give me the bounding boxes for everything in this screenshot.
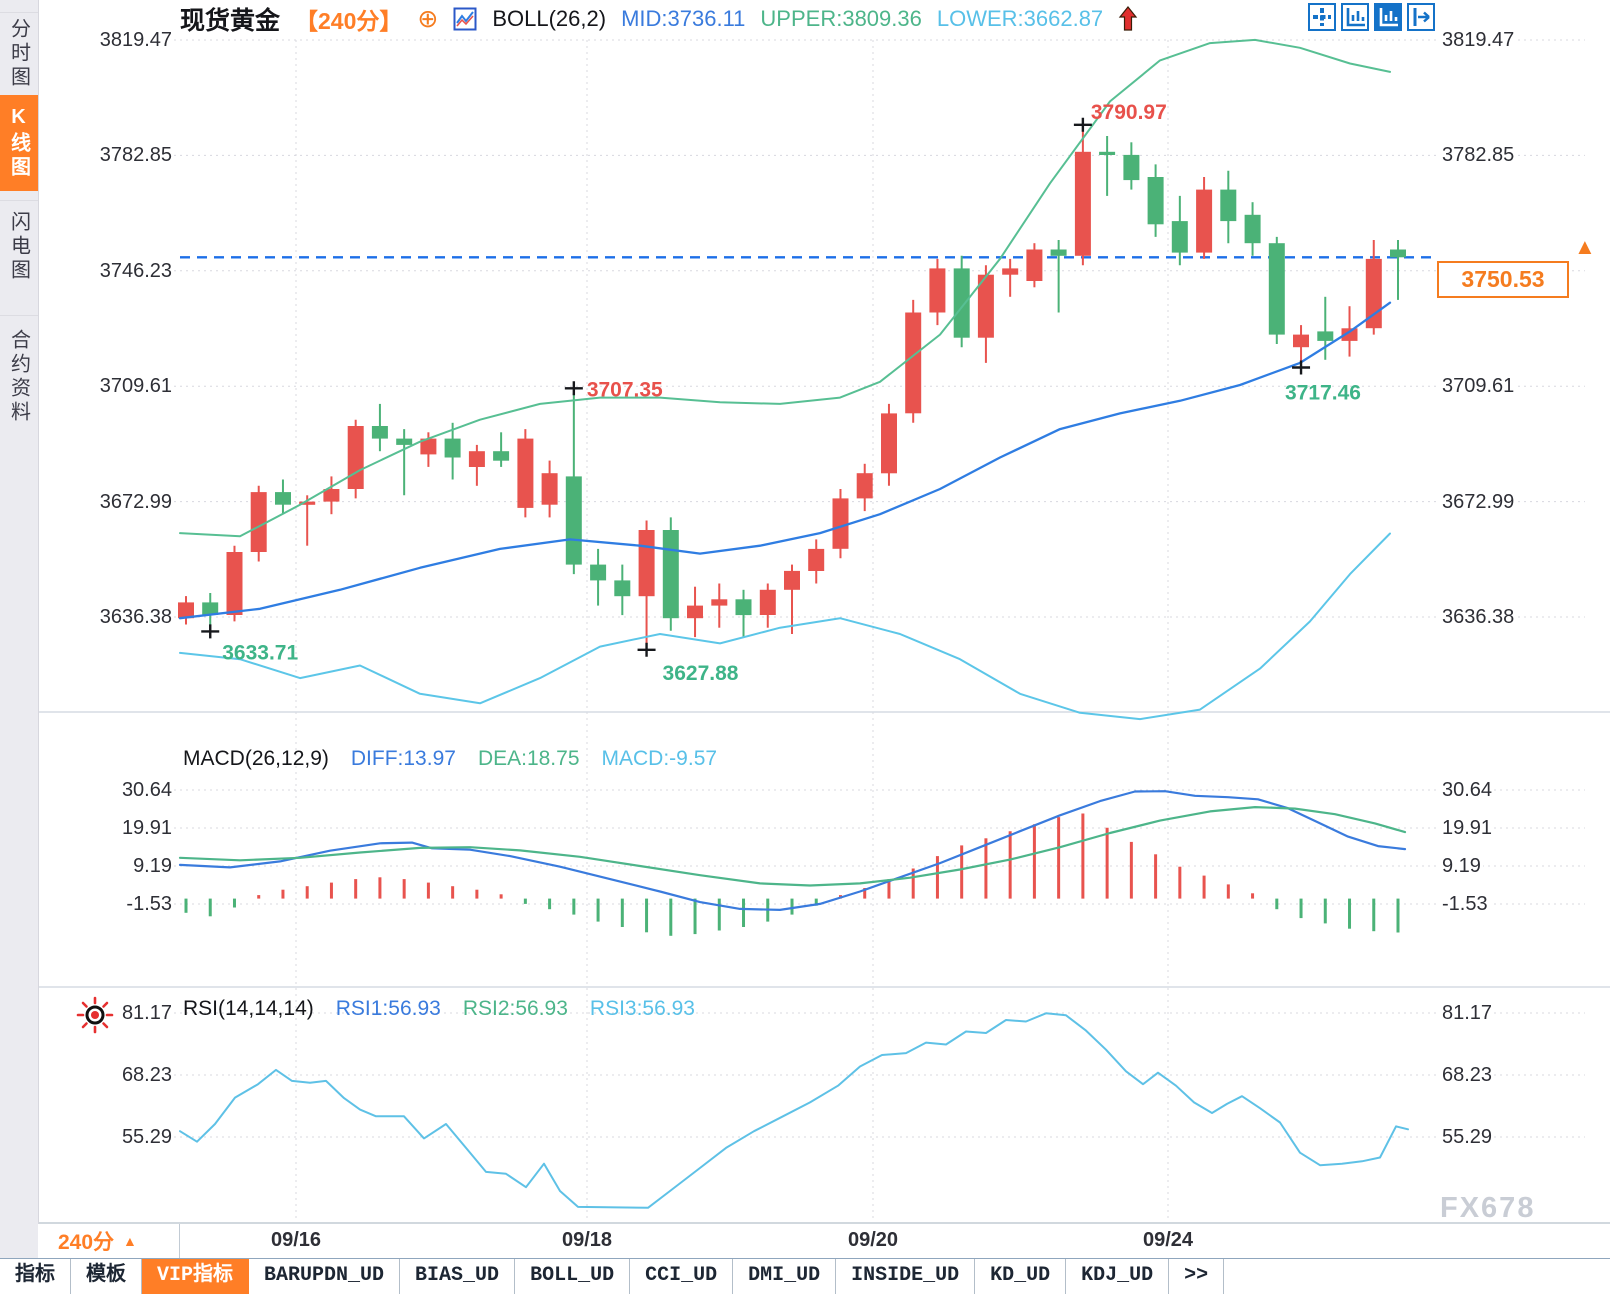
add-indicator-icon[interactable]: ⊕ xyxy=(417,5,439,33)
current-price-box: 3750.53 xyxy=(1437,261,1569,298)
indicator-tab[interactable]: KDJ_UD xyxy=(1066,1259,1170,1294)
current-price-value: 3750.53 xyxy=(1461,266,1545,292)
y-axis-label: 30.64 xyxy=(1440,779,1495,802)
y-axis-label: 3709.61 xyxy=(56,375,174,398)
indicator-tab[interactable]: DMI_UD xyxy=(733,1259,837,1294)
mini-chart-icon xyxy=(453,7,477,31)
macd-macd-value: MACD:-9.57 xyxy=(601,747,718,770)
y-axis-label: 19.91 xyxy=(1440,817,1495,840)
boll-lower-value: LOWER:3662.87 xyxy=(936,6,1104,31)
timeframe-label: 240分 xyxy=(58,1231,115,1254)
y-axis-label: 55.29 xyxy=(56,1126,174,1149)
svg-text:3717.46: 3717.46 xyxy=(1285,382,1361,405)
indicator-tab[interactable]: BARUPDN_UD xyxy=(249,1259,401,1294)
indicator-tab[interactable]: BIAS_UD xyxy=(400,1259,516,1294)
rsi3-value: RSI3:56.93 xyxy=(589,997,695,1020)
y-axis-label: 81.17 xyxy=(56,1002,174,1025)
timeframe-selector[interactable]: 240分 ▲ xyxy=(38,1224,180,1258)
indicator-tab[interactable]: VIP指标 xyxy=(142,1259,250,1294)
watermark: FX678 xyxy=(1440,1192,1536,1224)
pan-crosshair-icon[interactable] xyxy=(1308,3,1336,31)
macd-title: MACD(26,12,9) xyxy=(183,747,329,770)
y-axis-label: 81.17 xyxy=(1440,1002,1495,1025)
indicator-tab-bar: 指标 模板 VIP指标 BARUPDN_UD BIAS_UD BOLL_UD CCI_UD D… xyxy=(0,1258,1610,1294)
y-axis-label: 68.23 xyxy=(1440,1064,1495,1087)
y-axis-label: 19.91 xyxy=(56,817,174,840)
indicator-tab[interactable]: CCI_UD xyxy=(630,1259,734,1294)
scale-x-axis-icon[interactable] xyxy=(1341,3,1369,31)
y-axis-label: 3636.38 xyxy=(56,606,174,629)
rsi2-value: RSI2:56.93 xyxy=(462,997,568,1020)
macd-dea-value: DEA:18.75 xyxy=(477,747,580,770)
indicator-tab[interactable]: >> xyxy=(1169,1259,1225,1294)
y-axis-label: 3782.85 xyxy=(1440,144,1517,167)
x-axis-date: 09/18 xyxy=(561,1229,613,1251)
indicator-tab[interactable]: KD_UD xyxy=(975,1259,1067,1294)
x-axis-date: 09/20 xyxy=(847,1229,899,1251)
price-up-marker-icon: ▲ xyxy=(1574,234,1596,259)
y-axis-label: 9.19 xyxy=(1440,855,1483,878)
y-axis-label: 9.19 xyxy=(56,855,174,878)
y-axis-label: 3746.23 xyxy=(56,260,174,283)
live-indicator-icon xyxy=(76,996,114,1039)
chart-toolbar xyxy=(1308,3,1435,31)
macd-header: MACD(26,12,9) DIFF:13.97 DEA:18.75 MACD:… xyxy=(183,747,717,771)
y-axis-label: -1.53 xyxy=(1440,893,1490,916)
chart-type-sidebar: 分时图 K线图闪电图合约资料 xyxy=(0,0,39,1258)
y-axis-label: 3636.38 xyxy=(1440,606,1517,629)
svg-text:3790.97: 3790.97 xyxy=(1091,101,1167,124)
chart-header: 现货黄金 【240分】 ⊕ BOLL(26,2) MID:3736.11 UPP… xyxy=(180,2,1138,36)
indicator-tab[interactable]: 模板 xyxy=(71,1259,142,1294)
svg-text:3633.71: 3633.71 xyxy=(222,641,298,664)
indicator-tab[interactable]: INSIDE_UD xyxy=(836,1259,976,1294)
sidebar-item[interactable]: 分时图 xyxy=(0,12,38,95)
y-axis-label: 55.29 xyxy=(1440,1126,1495,1149)
y-axis-label: 3672.99 xyxy=(1440,491,1517,514)
svg-text:3707.35: 3707.35 xyxy=(587,378,663,401)
x-axis-date: 09/16 xyxy=(270,1229,322,1251)
sidebar-item[interactable]: K线图 xyxy=(0,95,38,191)
period-label: 【240分】 xyxy=(295,8,403,34)
svg-text:3627.88: 3627.88 xyxy=(663,662,739,685)
rsi1-value: RSI1:56.93 xyxy=(335,997,441,1020)
exit-chart-icon[interactable] xyxy=(1407,3,1435,31)
symbol-name: 现货黄金 xyxy=(180,7,281,35)
y-axis-label: 3672.99 xyxy=(56,491,174,514)
boll-indicator-label: BOLL(26,2) xyxy=(492,6,607,31)
y-axis-label: 30.64 xyxy=(56,779,174,802)
rsi-title: RSI(14,14,14) xyxy=(183,997,314,1020)
x-axis-date: 09/24 xyxy=(1142,1229,1194,1251)
boll-upper-value: UPPER:3809.36 xyxy=(760,6,922,31)
boll-mid-value: MID:3736.11 xyxy=(621,6,746,31)
y-axis-label: 68.23 xyxy=(56,1064,174,1087)
rsi-header: RSI(14,14,14) RSI1:56.93 RSI2:56.93 RSI3… xyxy=(183,997,695,1021)
macd-diff-value: DIFF:13.97 xyxy=(350,747,456,770)
y-axis-label: 3782.85 xyxy=(56,144,174,167)
y-axis-label: 3819.47 xyxy=(56,29,174,52)
y-axis-label: -1.53 xyxy=(56,893,174,916)
y-axis-label: 3709.61 xyxy=(1440,375,1517,398)
y-axis-label: 3819.47 xyxy=(1440,29,1517,52)
trend-up-arrow-icon xyxy=(1118,6,1138,32)
indicator-tab[interactable]: 指标 xyxy=(0,1259,71,1294)
sidebar-item[interactable]: 闪电图 xyxy=(0,200,38,293)
sidebar-item[interactable]: 合约资料 xyxy=(0,315,38,438)
indicator-tab[interactable]: BOLL_UD xyxy=(515,1259,631,1294)
timeframe-arrow-icon: ▲ xyxy=(123,1233,137,1249)
scale-y-axis-icon[interactable] xyxy=(1374,3,1402,31)
